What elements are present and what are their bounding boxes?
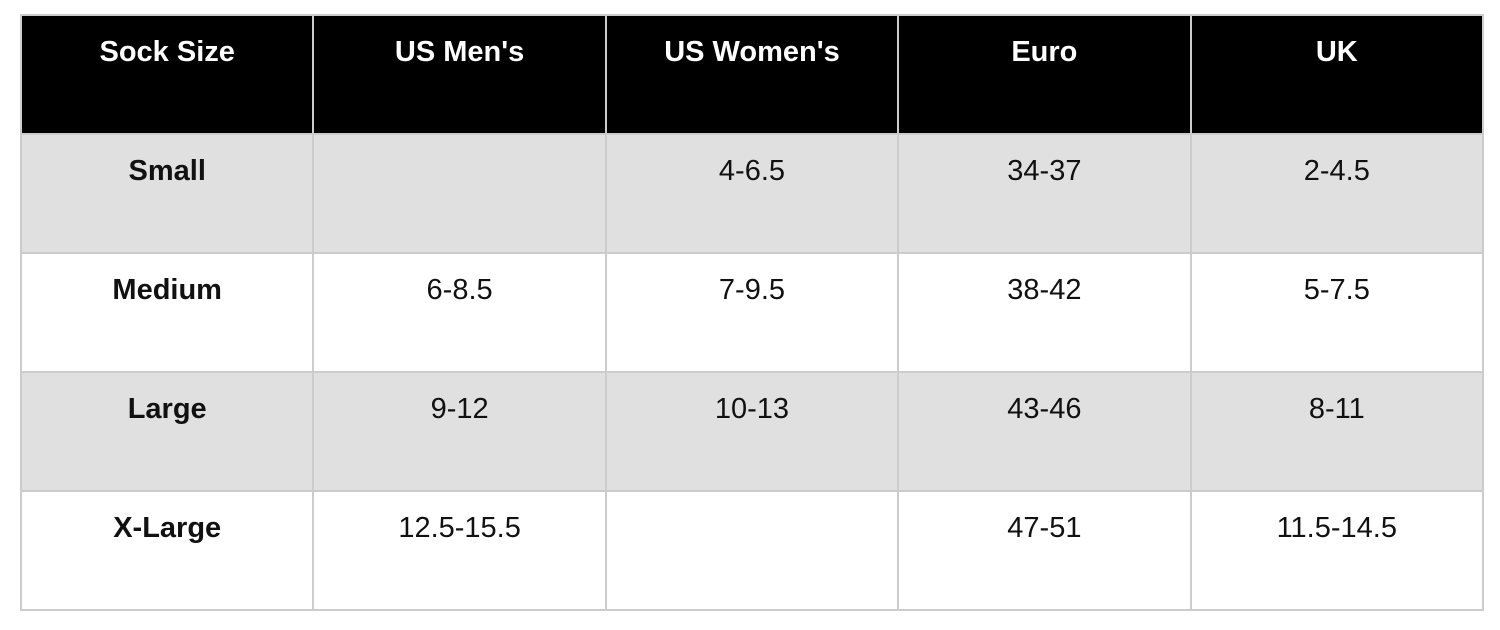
table-cell: 11.5-14.5 <box>1189 490 1485 611</box>
column-header-sock-size: Sock Size <box>19 14 315 135</box>
table-body: Small 4-6.5 34-37 2-4.5 Medium 6-8.5 7-9… <box>19 133 1485 611</box>
column-header-uk: UK <box>1189 14 1485 135</box>
column-header-us-womens: US Women's <box>604 14 900 135</box>
table-cell: 43-46 <box>897 371 1192 492</box>
table-cell: 12.5-15.5 <box>312 490 607 611</box>
table-cell <box>604 490 900 611</box>
table-cell: 7-9.5 <box>604 252 900 373</box>
row-label: Small <box>19 133 315 254</box>
table-cell: 38-42 <box>897 252 1192 373</box>
row-label: Medium <box>19 252 315 373</box>
column-header-us-mens: US Men's <box>312 14 607 135</box>
row-label: X-Large <box>19 490 315 611</box>
table-cell: 47-51 <box>897 490 1192 611</box>
table-cell: 2-4.5 <box>1189 133 1485 254</box>
table-row-x-large: X-Large 12.5-15.5 47-51 11.5-14.5 <box>19 490 1485 611</box>
row-label: Large <box>19 371 315 492</box>
table-cell: 34-37 <box>897 133 1192 254</box>
table-row-small: Small 4-6.5 34-37 2-4.5 <box>19 133 1485 254</box>
table-cell: 10-13 <box>604 371 900 492</box>
table-cell: 9-12 <box>312 371 607 492</box>
table-header: Sock Size US Men's US Women's Euro UK <box>19 14 1485 135</box>
header-row: Sock Size US Men's US Women's Euro UK <box>19 14 1485 135</box>
column-header-euro: Euro <box>897 14 1192 135</box>
table-cell: 6-8.5 <box>312 252 607 373</box>
sock-size-table: Sock Size US Men's US Women's Euro UK Sm… <box>19 14 1485 611</box>
table-row-medium: Medium 6-8.5 7-9.5 38-42 5-7.5 <box>19 252 1485 373</box>
table-row-large: Large 9-12 10-13 43-46 8-11 <box>19 371 1485 492</box>
table-cell <box>312 133 607 254</box>
table-cell: 8-11 <box>1189 371 1485 492</box>
table-cell: 5-7.5 <box>1189 252 1485 373</box>
table-cell: 4-6.5 <box>604 133 900 254</box>
